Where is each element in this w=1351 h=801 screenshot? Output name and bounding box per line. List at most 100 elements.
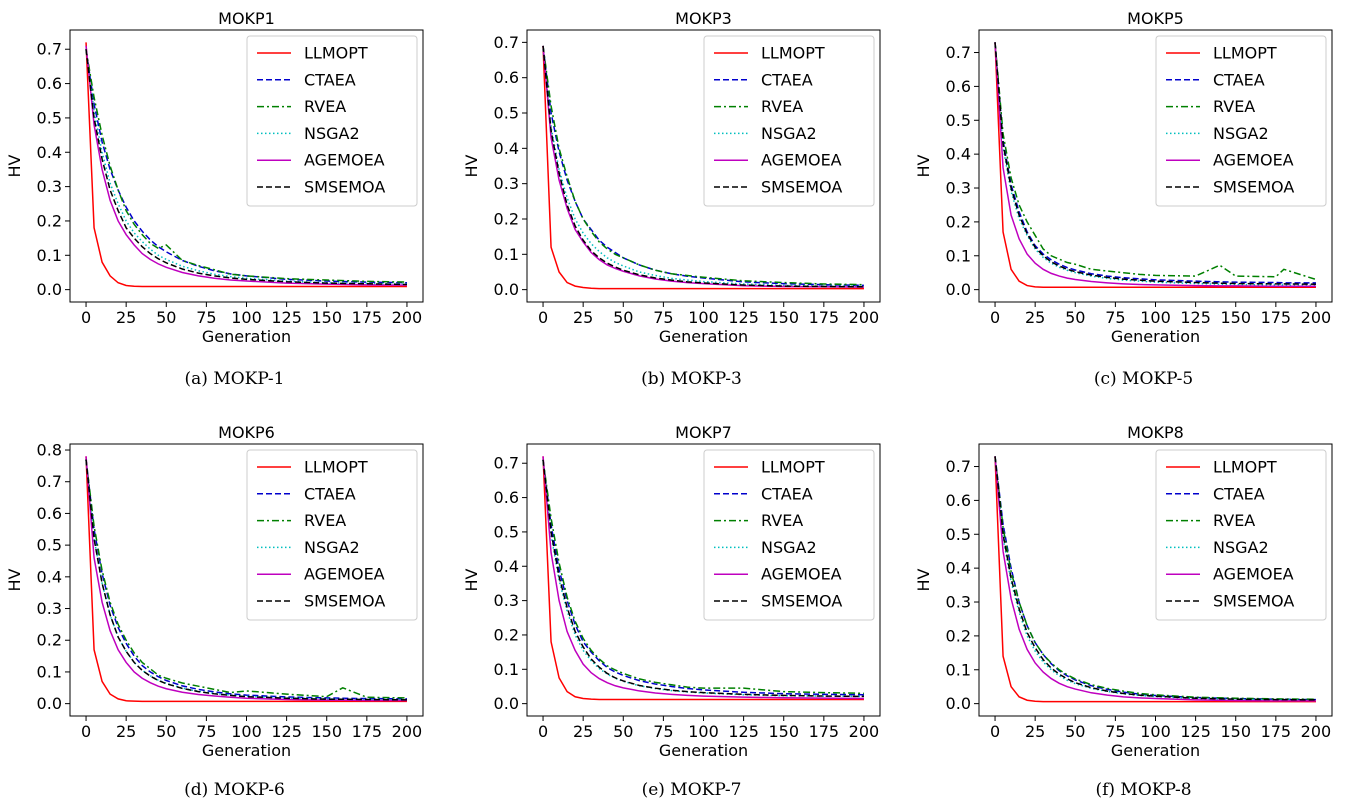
y-tick-label: 0.6 (946, 77, 971, 96)
x-tick-label: 50 (156, 722, 176, 741)
series-line-nsga2 (85, 49, 407, 285)
y-tick-label: 0.7 (494, 454, 519, 473)
y-tick-label: 0.5 (946, 111, 971, 130)
legend: LLMOPT CTAEA RVEA NSGA2 AGEMOEA SMSEMOA (703, 35, 875, 207)
x-tick-label: 25 (1025, 308, 1045, 327)
series-line-ctaea (994, 42, 1316, 284)
y-tick-label: 0.7 (494, 33, 519, 52)
y-axis-label: HV (914, 568, 933, 591)
legend-label: NSGA2 (1213, 538, 1269, 557)
x-tick-label: 200 (1301, 722, 1332, 741)
y-tick-label: 0.2 (494, 625, 519, 644)
x-tick-label: 100 (688, 722, 719, 741)
series-lines (542, 456, 864, 701)
y-tick-label: 0.6 (494, 488, 519, 507)
x-tick-label: 175 (809, 722, 840, 741)
subfigure-caption: (b) MOKP-3 (641, 369, 742, 389)
x-tick-label: 25 (116, 722, 136, 741)
legend-label: AGEMOEA (1213, 151, 1294, 170)
legend: LLMOPT CTAEA RVEA NSGA2 AGEMOEA SMSEMOA (1155, 35, 1327, 207)
x-tick-label: 100 (1140, 722, 1171, 741)
y-tick-label: 0.4 (37, 143, 62, 162)
series-line-agemoea (542, 456, 864, 700)
y-tick-label: 0.1 (37, 246, 62, 265)
series-line-rvea (994, 456, 1316, 700)
series-line-smsemoa (994, 456, 1316, 701)
legend-label: RVEA (304, 97, 346, 116)
x-tick-label: 200 (849, 722, 880, 741)
y-tick-label: 0.6 (946, 491, 971, 510)
y-axis-label: HV (462, 154, 481, 177)
legend-label: CTAEA (761, 70, 813, 89)
x-axis-label: Generation (659, 327, 748, 346)
y-tick-label: 0.5 (37, 536, 62, 555)
series-line-ctaea (542, 459, 864, 696)
legend-label: AGEMOEA (304, 565, 385, 584)
series-line-smsemoa (85, 459, 407, 701)
chart-title: MOKP3 (675, 9, 732, 28)
y-tick-label: 0.2 (37, 631, 62, 650)
legend-label: SMSEMOA (1213, 178, 1294, 197)
x-tick-label: 125 (728, 308, 759, 327)
y-tick-label: 0.3 (946, 593, 971, 612)
legend-label: CTAEA (1213, 70, 1265, 89)
legend-label: NSGA2 (1213, 124, 1269, 143)
series-line-llmopt (542, 456, 864, 701)
y-tick-label: 0.6 (37, 504, 62, 523)
y-axis-label: HV (5, 568, 24, 591)
x-tick-label: 200 (392, 722, 423, 741)
series-line-rvea (85, 49, 407, 283)
x-tick-label: 50 (613, 308, 633, 327)
x-tick-label: 50 (613, 722, 633, 741)
series-line-ctaea (85, 459, 407, 700)
subfigure-caption: (a) MOKP-1 (185, 369, 285, 389)
legend-label: LLMOPT (304, 458, 368, 477)
x-tick-label: 25 (116, 308, 136, 327)
x-tick-label: 50 (1065, 308, 1085, 327)
y-tick-label: 0.0 (946, 694, 971, 713)
y-tick-label: 0.6 (494, 68, 519, 87)
chart-title: MOKP1 (218, 9, 275, 28)
x-tick-label: 75 (653, 722, 673, 741)
x-tick-label: 200 (849, 308, 880, 327)
x-tick-label: 150 (1220, 722, 1251, 741)
legend-label: CTAEA (304, 484, 356, 503)
legend-label: CTAEA (304, 70, 356, 89)
subfigure-caption: (d) MOKP-6 (184, 780, 285, 800)
y-tick-label: 0.2 (946, 626, 971, 645)
legend-label: SMSEMOA (761, 592, 842, 611)
y-tick-label: 0.5 (494, 522, 519, 541)
legend: LLMOPT CTAEA RVEA NSGA2 AGEMOEA SMSEMOA (703, 449, 875, 621)
legend-label: CTAEA (761, 484, 813, 503)
chart-panel-3: MOKP5 0 25 50 75 100 125 150 175 200 0.0 0.1 0.2 0.3 0… (914, 9, 1333, 389)
x-tick-label: 100 (231, 722, 262, 741)
y-tick-label: 0.5 (946, 525, 971, 544)
legend-label: NSGA2 (304, 124, 360, 143)
legend-label: AGEMOEA (1213, 565, 1294, 584)
series-line-agemoea (85, 456, 407, 702)
y-axis-label: HV (462, 568, 481, 591)
legend-label: AGEMOEA (761, 151, 842, 170)
legend-label: RVEA (761, 511, 803, 530)
subfigure-caption: (c) MOKP-5 (1094, 369, 1193, 389)
legend-label: NSGA2 (761, 538, 817, 557)
series-line-rvea (994, 42, 1317, 281)
series-lines (994, 42, 1317, 289)
chart-panel-1: MOKP1 0 25 50 75 100 125 150 175 200 0.0 0.1 0.2 0.3 0… (5, 9, 424, 389)
legend-label: LLMOPT (761, 458, 825, 477)
legend-label: RVEA (304, 511, 346, 530)
x-tick-label: 75 (1105, 722, 1125, 741)
x-tick-label: 100 (688, 308, 719, 327)
subfigure-caption: (e) MOKP-7 (642, 780, 742, 800)
x-tick-label: 200 (392, 308, 423, 327)
y-tick-label: 0.2 (946, 212, 971, 231)
series-line-nsga2 (994, 45, 1316, 286)
x-tick-label: 150 (1220, 308, 1251, 327)
y-tick-label: 0.0 (946, 280, 971, 299)
y-tick-label: 0.3 (37, 599, 62, 618)
y-tick-label: 0.7 (37, 40, 62, 59)
x-axis-label: Generation (1111, 327, 1200, 346)
legend-label: NSGA2 (304, 538, 360, 557)
legend-label: CTAEA (1213, 484, 1265, 503)
